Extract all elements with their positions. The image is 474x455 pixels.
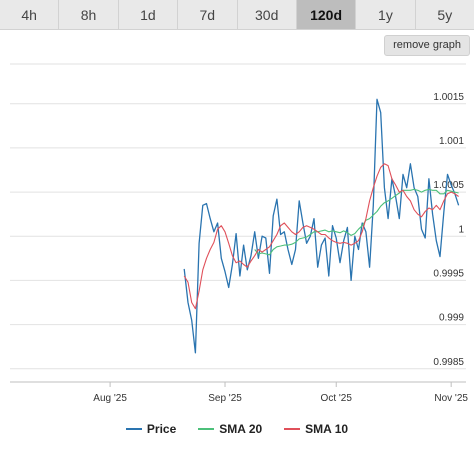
chart-legend: Price SMA 20 SMA 10 [0,421,474,437]
legend-label-sma-20: SMA 20 [219,422,263,436]
chart-grid [10,63,466,383]
tab-5y[interactable]: 5y [415,0,474,30]
x-tick-label: Nov '25 [434,393,468,404]
series-line-price [183,98,460,354]
legend-item-sma-10[interactable]: SMA 10 [284,421,348,437]
timeframe-tabs: 4h 8h 1d 7d 30d 120d 1y 5y [0,0,474,30]
y-axis: 0.9985 0.999 0.9995 1 1.0005 1.001 1.0015 [433,92,464,368]
y-tick-label: 1.0015 [433,92,464,103]
series-line-sma-20 [254,188,459,256]
legend-swatch-sma-20 [198,428,215,430]
legend-label-price: Price [146,422,177,436]
y-tick-label: 0.9995 [433,268,464,279]
tab-7d[interactable]: 7d [178,0,238,30]
y-tick-label: 0.9985 [433,357,464,368]
x-tick-label: Sep '25 [208,393,242,404]
tab-1y[interactable]: 1y [356,0,416,30]
legend-swatch-sma-10 [284,428,301,430]
y-tick-label: 0.999 [439,313,464,324]
y-tick-label: 1 [458,224,464,235]
series-line-sma-10 [183,163,459,310]
tab-1d[interactable]: 1d [118,0,179,30]
x-tick-label: Oct '25 [321,393,353,404]
tab-120d[interactable]: 120d [296,0,357,30]
x-axis: Aug '25 Sep '25 Oct '25 Nov '25 [93,382,468,404]
remove-graph-button[interactable]: remove graph [384,35,470,56]
legend-item-sma-20[interactable]: SMA 20 [198,421,262,437]
chart-series [183,98,460,354]
legend-item-price[interactable]: Price [125,421,177,437]
legend-label-sma-10: SMA 10 [305,422,349,436]
y-tick-label: 1.001 [439,136,464,147]
y-tick-label: 1.0005 [433,180,464,191]
tab-8h[interactable]: 8h [59,0,119,30]
tab-30d[interactable]: 30d [237,0,297,30]
tab-4h[interactable]: 4h [0,0,60,30]
legend-swatch-price [125,428,142,430]
x-tick-label: Aug '25 [93,393,127,404]
